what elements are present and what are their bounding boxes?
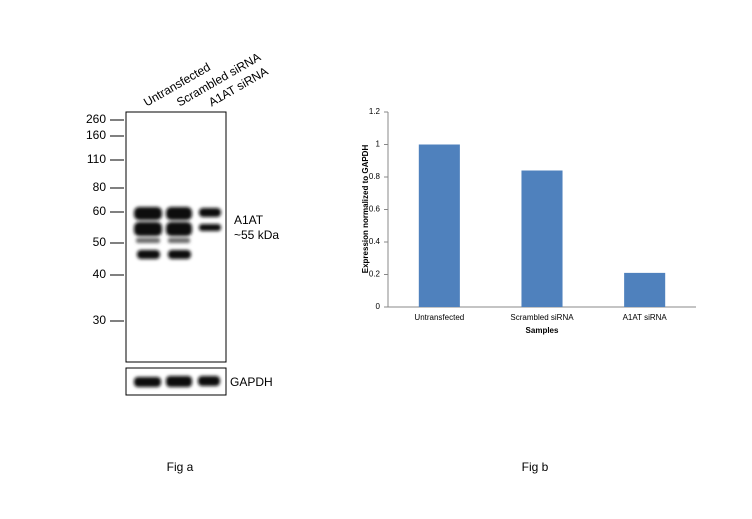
target-size: ~55 kDa — [234, 228, 279, 242]
y-tick-label: 1 — [376, 140, 381, 149]
y-tick-label: 0 — [376, 302, 381, 311]
y-axis-label: Expression normalized to GAPDH — [361, 145, 370, 274]
marker-label: 40 — [93, 267, 107, 281]
marker-label: 30 — [93, 313, 107, 327]
marker-label: 60 — [93, 204, 107, 218]
bar-chart: Expression normalized to GAPDH Samples — [361, 145, 559, 336]
x-tick-label: Scrambled siRNA — [510, 313, 574, 322]
y-tick-label: 0.2 — [369, 270, 381, 279]
y-tick-label: 0.4 — [369, 237, 381, 246]
gapdh-label: GAPDH — [230, 375, 273, 389]
x-axis-label: Samples — [526, 326, 559, 335]
y-tick-label: 1.2 — [369, 107, 381, 116]
target-label: A1AT — [234, 213, 264, 227]
bar — [624, 272, 666, 307]
marker-label: 50 — [93, 235, 107, 249]
blot: A1AT ~55 kDa GAPDH — [125, 111, 279, 396]
marker-label: 260 — [86, 112, 106, 126]
marker-label: 160 — [86, 128, 106, 142]
bands — [134, 207, 221, 259]
x-tick-label: Untransfected — [414, 313, 464, 322]
caption: Fig a — [167, 460, 194, 474]
caption: Fig b — [522, 460, 549, 474]
gapdh-bands — [134, 376, 220, 387]
bar — [418, 144, 460, 307]
blot-frame — [125, 111, 227, 363]
bar — [521, 170, 563, 307]
marker-label: 80 — [93, 180, 107, 194]
x-tick-label: A1AT siRNA — [623, 313, 668, 322]
marker-label: 110 — [87, 152, 106, 166]
y-tick-label: 0.6 — [369, 205, 381, 214]
y-tick-label: 0.8 — [369, 172, 381, 181]
